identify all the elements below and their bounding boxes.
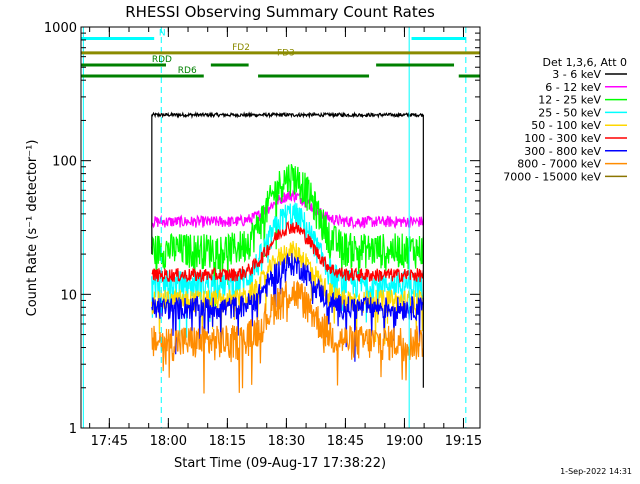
series-line-1 bbox=[151, 189, 424, 230]
x-tick-label-3: 18:30 bbox=[268, 434, 305, 449]
flag-label-rd6: RD6 bbox=[178, 66, 197, 76]
x-tick-label-0: 17:45 bbox=[91, 434, 128, 449]
flag-label-rdd: RDD bbox=[152, 55, 172, 65]
series-line-6 bbox=[151, 252, 424, 362]
x-tick-label-5: 19:00 bbox=[386, 434, 423, 449]
y-tick-label-0: 1 bbox=[69, 422, 77, 437]
y-axis-label: Count Rate (s⁻¹ detector⁻¹) bbox=[25, 140, 40, 317]
legend-label-3: 25 - 50 keV bbox=[538, 106, 601, 119]
flag-label-n: N bbox=[159, 29, 166, 39]
footer-timestamp: 1-Sep-2022 14:31 bbox=[560, 467, 632, 476]
flag-label-fd2: FD2 bbox=[232, 43, 250, 53]
legend-label-4: 50 - 100 keV bbox=[531, 119, 601, 132]
x-tick-label-1: 18:00 bbox=[150, 434, 187, 449]
legend-label-2: 12 - 25 keV bbox=[538, 94, 601, 107]
plot-frame bbox=[80, 26, 481, 429]
x-tick-label-4: 18:45 bbox=[327, 434, 364, 449]
legend-header: Det 1,3,6, Att 0 bbox=[543, 56, 627, 69]
legend-label-0: 3 - 6 keV bbox=[552, 68, 601, 81]
series-line-7 bbox=[151, 279, 424, 394]
y-tick-label-1: 10 bbox=[60, 288, 77, 303]
legend-label-7: 800 - 7000 keV bbox=[517, 158, 601, 171]
series-line-0 bbox=[151, 111, 424, 119]
x-axis-label: Start Time (09-Aug-17 17:38:22) bbox=[174, 456, 386, 471]
chart-title: RHESSI Observing Summary Count Rates bbox=[125, 3, 435, 21]
y-tick-label-2: 100 bbox=[52, 155, 77, 170]
series-line-5 bbox=[151, 220, 424, 284]
legend-label-5: 100 - 300 keV bbox=[524, 132, 601, 145]
legend-label-8: 7000 - 15000 keV bbox=[503, 170, 601, 183]
flag-label-fd3: FD3 bbox=[277, 49, 295, 59]
x-tick-label-2: 18:15 bbox=[209, 434, 246, 449]
legend-label-6: 300 - 800 keV bbox=[524, 145, 601, 158]
legend-label-1: 6 - 12 keV bbox=[545, 81, 601, 94]
x-tick-label-6: 19:15 bbox=[445, 434, 482, 449]
series-line-2 bbox=[151, 164, 424, 307]
y-tick-label-3: 1000 bbox=[44, 21, 77, 36]
